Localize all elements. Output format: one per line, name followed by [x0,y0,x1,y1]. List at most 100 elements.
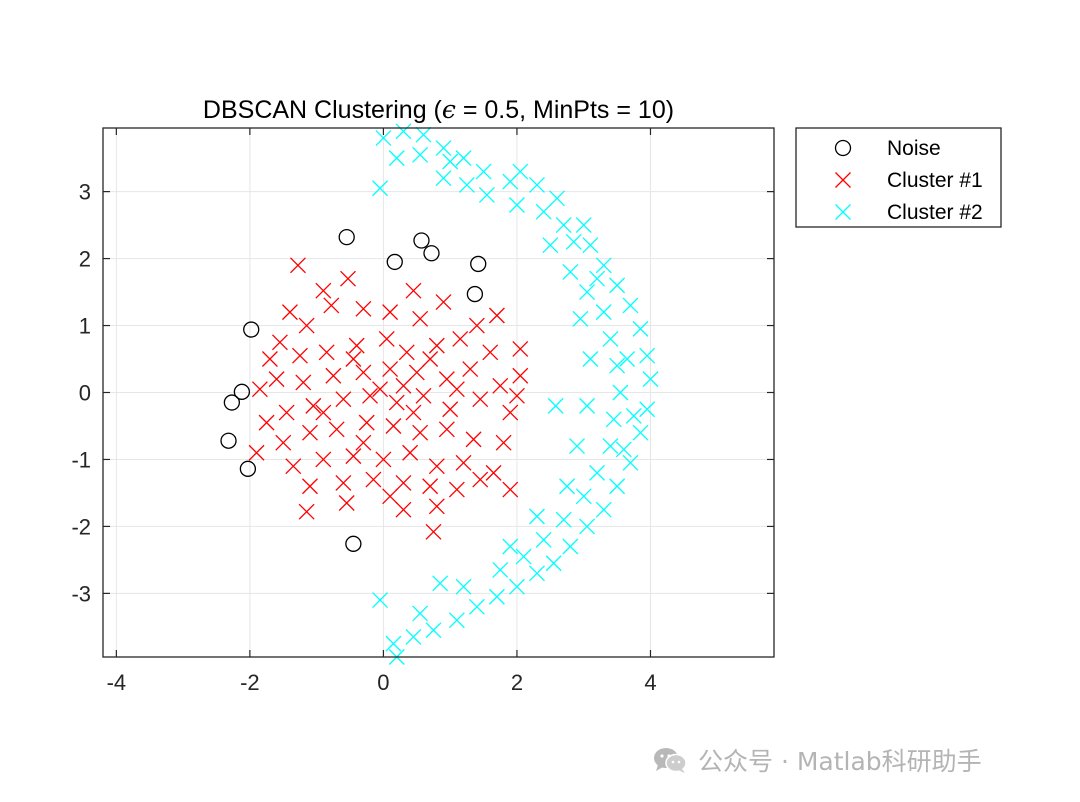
cluster-point [372,180,389,197]
cluster-point [425,622,442,639]
cluster-point [502,481,519,498]
legend-label: Noise [887,137,941,160]
axis-ticks: -4 -2 0 2 4 -3 -2 -1 0 1 2 3 [71,128,774,695]
cluster-point [408,364,425,381]
cluster-point [508,387,525,404]
legend-marker [834,139,852,157]
cluster-point [395,474,412,491]
cluster-point [622,454,639,471]
wechat-icon [654,748,687,773]
cluster-point [323,297,340,314]
cluster-point [248,444,265,461]
series-cluster-1 [248,257,529,540]
cluster-point [415,387,432,404]
cluster-point [625,407,642,424]
cluster-point [251,381,268,398]
cluster-point [562,264,579,280]
cluster-point [375,451,392,468]
cluster-point [485,464,502,481]
cluster-point [462,361,479,378]
cluster-point [642,371,659,388]
noise-point [470,255,487,273]
cluster-point [382,488,399,505]
cluster-point [545,555,562,572]
cluster-point [602,438,619,455]
cluster-point [338,495,355,511]
cluster-point [605,411,622,428]
cluster-point [412,424,429,441]
y-tick-label: -3 [71,581,91,606]
cluster-point [422,478,439,495]
cluster-point [639,347,656,364]
cluster-point [565,233,582,250]
cluster-point [428,337,445,354]
cluster-point [535,203,552,220]
cluster-point [465,431,482,448]
cluster-point [622,297,639,314]
legend-item: Noise [834,137,941,160]
cluster-point [609,478,626,495]
cluster-point [488,307,505,324]
cluster-point [275,434,292,451]
cluster-point [315,451,332,468]
cluster-point [355,300,372,317]
x-tick-label: -2 [240,670,260,695]
cluster-point [579,518,596,535]
cluster-point [448,381,465,398]
legend-item: Cluster #2 [835,201,983,224]
title-epsilon-symbol: ϵ [442,95,456,124]
cluster-point [365,471,382,488]
series-noise [220,228,487,552]
y-tick-label: -2 [71,514,91,539]
cluster-point [305,397,322,414]
cluster-point [345,351,362,367]
cluster-point [515,548,532,565]
cluster-point [375,130,392,147]
cluster-point [458,176,475,193]
cluster-point [609,277,626,294]
cluster-point [315,282,332,299]
cluster-point [619,351,636,367]
cluster-point [555,217,572,234]
cluster-point [335,474,352,491]
cluster-point [492,561,509,578]
cluster-point [589,270,606,287]
legend-marker [835,172,851,188]
noise-point [413,232,430,249]
cluster-point [615,441,632,458]
cluster-point [575,488,592,505]
cluster-point [502,404,519,421]
cluster-point [455,578,472,595]
cluster-point [382,361,399,378]
cluster-point [569,438,585,455]
cluster-point [412,310,429,327]
cluster-point [345,448,362,465]
cluster-point [475,163,492,180]
cluster-point [448,612,465,629]
y-tick-label: 3 [79,180,91,205]
cluster-point [512,341,529,357]
cluster-point [579,284,596,301]
cluster-point [302,424,318,441]
cluster-point [395,123,412,140]
cluster-point [595,257,612,274]
cluster-point [472,471,489,488]
cluster-point [318,344,335,361]
cluster-point [432,575,449,592]
x-tick-label: -4 [107,670,127,695]
cluster-point [285,458,302,475]
cluster-point [468,317,485,334]
cluster-point [388,394,405,411]
noise-point [239,460,257,477]
cluster-point [512,367,529,384]
cluster-point [455,150,472,167]
cluster-point [478,187,495,203]
cluster-point [348,337,365,354]
cluster-point [398,344,415,361]
cluster-point [328,421,345,438]
cluster-point [602,330,619,347]
title-suffix: = 0.5, MinPts = 10) [456,96,674,124]
cluster-point [258,414,275,431]
cluster-point [425,523,442,540]
